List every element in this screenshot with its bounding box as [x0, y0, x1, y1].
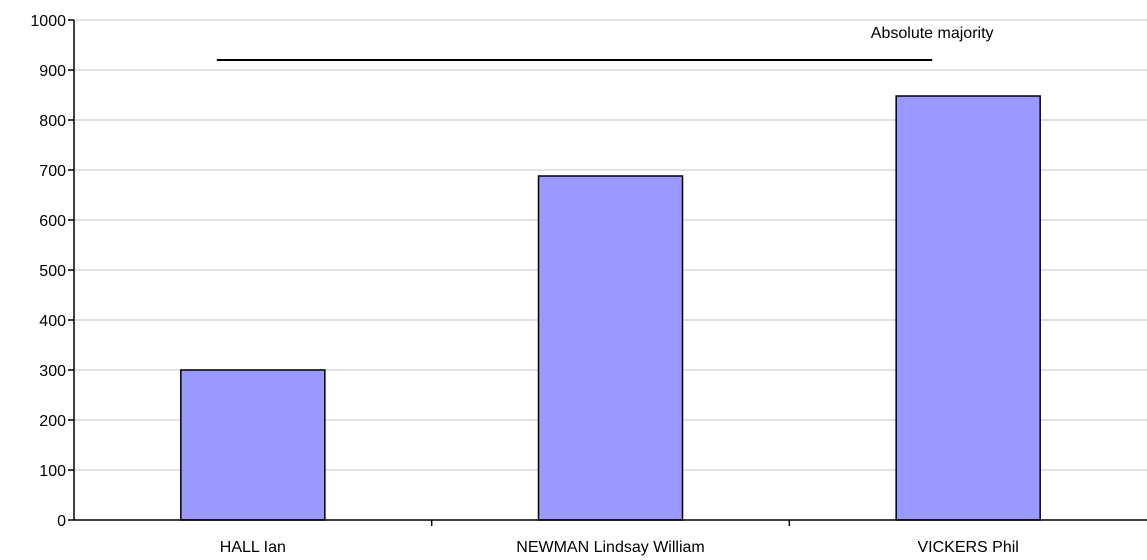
bar: [537, 175, 684, 521]
y-tick-label: 1000: [30, 13, 66, 30]
y-axis-ticks: 0 100 200 300 400 500 600 700 800 900 1000: [30, 13, 74, 530]
x-tick-label: NEWMAN Lindsay William: [516, 539, 704, 556]
reference-line-group: Absolute majority: [216, 25, 994, 61]
bar: [180, 369, 326, 521]
y-tick-label: 800: [39, 113, 66, 130]
absolute-majority-label: Absolute majority: [871, 25, 994, 42]
x-tick-label: HALL Ian: [220, 539, 286, 556]
y-tick-label: 300: [39, 363, 66, 380]
bar: [895, 95, 1041, 521]
y-tick-label: 600: [39, 213, 66, 230]
y-tick-label: 700: [39, 163, 66, 180]
y-tick-label: 100: [39, 463, 66, 480]
y-tick-label: 900: [39, 63, 66, 80]
bars: [180, 95, 1041, 521]
y-tick-label: 200: [39, 413, 66, 430]
x-axis-ticks: HALL Ian NEWMAN Lindsay William VICKERS Ph…: [220, 520, 1019, 556]
x-tick-label: VICKERS Phil: [917, 539, 1018, 556]
y-tick-label: 0: [57, 513, 66, 530]
y-tick-label: 500: [39, 263, 66, 280]
y-tick-label: 400: [39, 313, 66, 330]
